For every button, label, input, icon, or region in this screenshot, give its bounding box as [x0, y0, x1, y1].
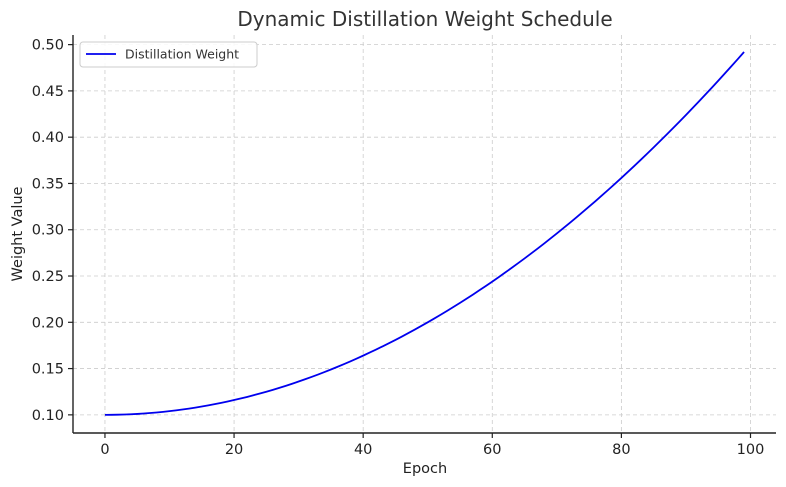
- x-tick-label: 60: [483, 442, 501, 458]
- y-tick-label: 0.25: [32, 269, 64, 285]
- series-line-distillation-weight: [104, 51, 745, 416]
- legend-box: [79, 41, 258, 68]
- legend-label: Distillation Weight: [125, 47, 239, 62]
- y-tick-label: 0.40: [32, 130, 64, 146]
- x-tick-label: 40: [354, 442, 372, 458]
- y-tick-label: 0.35: [32, 176, 64, 192]
- y-tick-label: 0.20: [32, 315, 64, 331]
- x-tick-label: 80: [612, 442, 630, 458]
- x-tick-label: 0: [100, 442, 109, 458]
- y-axis-label: Weight Value: [10, 186, 26, 281]
- chart-title: Dynamic Distillation Weight Schedule: [237, 7, 612, 31]
- x-tick-label: 100: [737, 442, 765, 458]
- legend: Distillation Weight: [79, 41, 258, 68]
- y-tick-label: 0.30: [32, 223, 64, 239]
- y-tick-label: 0.50: [32, 38, 64, 54]
- x-ticks: 0 20 40 60 80 100: [100, 433, 764, 458]
- series-layer: [104, 51, 745, 416]
- y-tick-label: 0.15: [32, 362, 64, 378]
- x-tick-label: 20: [225, 442, 243, 458]
- y-tick-label: 0.45: [32, 84, 64, 100]
- y-tick-label: 0.10: [32, 408, 64, 424]
- grid: [73, 35, 776, 433]
- x-axis-label: Epoch: [403, 461, 447, 477]
- y-ticks: 0.10 0.15 0.20 0.25 0.30 0.35 0.40 0.45 0.50: [32, 38, 73, 424]
